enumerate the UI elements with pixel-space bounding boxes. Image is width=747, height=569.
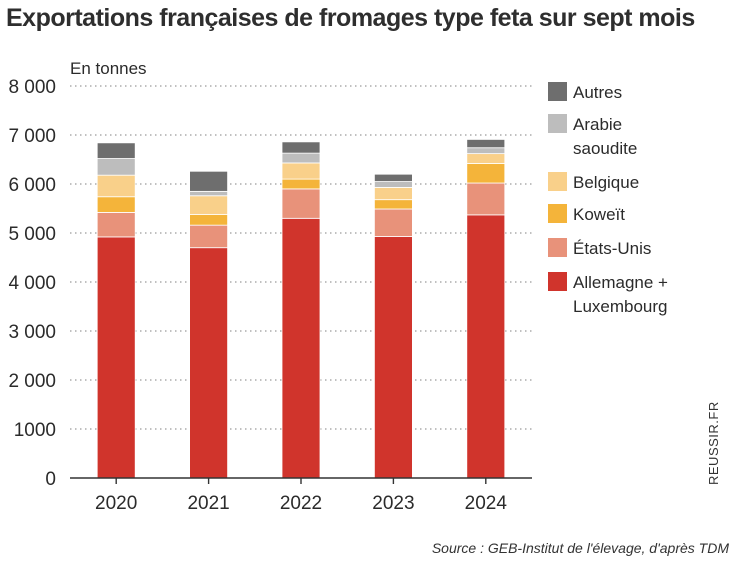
bar-segment [373,199,413,210]
bar-segment [281,178,321,190]
bar-segment [189,170,229,192]
bar-segment [466,163,506,184]
x-tick-label: 2023 [372,493,414,514]
y-tick-label: 8 000 [8,77,56,98]
bar-segment [466,139,506,149]
legend-label: Belgique [573,173,639,192]
bar-segment [466,182,506,216]
bar-segment [373,181,413,188]
bar-segment [373,173,413,182]
bar-segment [373,187,413,201]
y-tick-label: 6 000 [8,175,56,196]
x-tick-label: 2021 [187,493,229,514]
bar-segment [189,247,229,479]
bar-segment [96,142,136,159]
bar-segment [281,162,321,180]
bar-segment [466,153,506,164]
x-tick-label: 2022 [280,493,322,514]
bar-segment [189,224,229,249]
y-tick-label: 0 [45,469,56,490]
bar-segment [281,141,321,154]
chart-title: Exportations françaises de fromages type… [6,4,695,32]
bars [96,139,506,479]
legend-swatch [548,272,567,291]
bar-segment [96,196,136,213]
legend-label: Koweït [573,205,625,224]
bar-segment [373,236,413,479]
y-tick-label: 1000 [14,420,56,441]
legend-swatch [548,172,567,191]
bar-segment [281,152,321,164]
x-tick-label: 2020 [95,493,137,514]
bar-segment [189,213,229,226]
bar-segment [189,195,229,215]
y-tick-label: 4 000 [8,273,56,294]
legend-label: saoudite [573,139,637,158]
bar-segment [189,190,229,197]
legend: Autres Arabie saoudite Belgique Koweït États-… [548,82,668,316]
legend-swatch [548,238,567,257]
x-tick-label: 2024 [465,493,508,514]
bar-segment [96,236,136,479]
source-note: Source : GEB-Institut de l'élevage, d'ap… [431,540,729,556]
bar-segment [466,147,506,155]
y-tick-label: 2 000 [8,371,56,392]
legend-label: Luxembourg [573,297,668,316]
legend-label: Arabie [573,115,622,134]
legend-label: Autres [573,83,622,102]
watermark: REUSSIR.FR [706,401,721,485]
legend-swatch [548,82,567,101]
bar-segment [96,212,136,238]
bar-segment [466,214,506,479]
bar-segment [281,188,321,219]
legend-label: États-Unis [573,239,651,258]
bar-segment [96,158,136,176]
axes: 0 1000 2 000 3 000 4 000 5 000 6 000 7 000 8 000… [8,59,532,514]
y-tick-label: 7 000 [8,126,56,147]
y-tick-label: 3 000 [8,322,56,343]
legend-swatch [548,204,567,223]
legend-label: Allemagne + [573,273,668,292]
legend-swatch [548,114,567,133]
bar-segment [281,217,321,479]
y-tick-label: 5 000 [8,224,56,245]
bar-segment [96,174,136,198]
y-axis-unit-label: En tonnes [70,59,147,78]
bar-segment [373,208,413,237]
